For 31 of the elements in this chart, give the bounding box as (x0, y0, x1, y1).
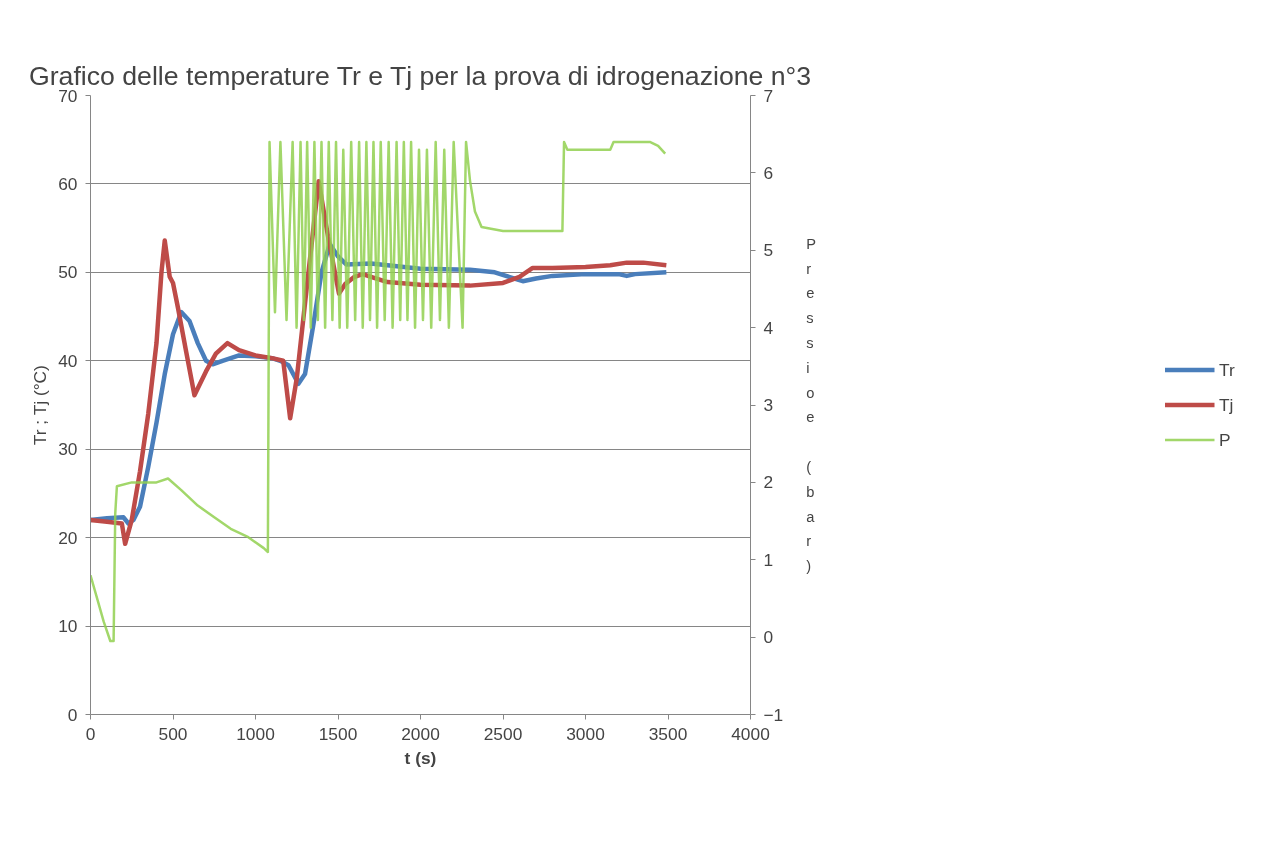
x-tick-label: 3000 (566, 723, 605, 744)
y2-tick-label: 0 (763, 627, 774, 648)
y2-tick-label: 3 (763, 395, 774, 415)
legend-label: P (1219, 429, 1232, 450)
x-tick-label: 4000 (731, 723, 770, 744)
y-tick-label: 40 (58, 350, 78, 371)
y-tick-label: 30 (58, 439, 78, 460)
x-tick-label: 0 (85, 723, 96, 744)
legend-label: Tr (1219, 359, 1236, 380)
y2-tick-label: 6 (763, 162, 774, 183)
y2-tick-label: 4 (763, 317, 774, 338)
x-axis-title: t (s) (404, 747, 437, 768)
x-tick-label: 500 (158, 723, 188, 744)
y-tick-label: 50 (58, 262, 78, 283)
legend-label: Tj (1219, 394, 1235, 415)
y-tick-label: 0 (67, 704, 78, 725)
x-tick-label: 2500 (483, 723, 523, 744)
y-axis-title: Tr ; Tj (°C) (30, 365, 51, 446)
x-tick-label: 2000 (401, 723, 440, 744)
y2-tick-label: 5 (763, 240, 774, 261)
y-tick-label: 60 (58, 173, 78, 194)
y2-tick-label: −1 (763, 704, 784, 725)
y2-tick-label: 1 (763, 549, 774, 570)
x-tick-label: 1000 (236, 723, 275, 744)
line-series (90, 140, 667, 643)
y2-tick-label: 2 (763, 472, 774, 493)
x-tick-label: 1500 (318, 723, 358, 744)
y-tick-label: 10 (58, 616, 78, 637)
y-tick-label: 20 (58, 527, 78, 548)
text: Pressioe (bar) (806, 235, 817, 575)
x-tick-label: 3500 (648, 723, 688, 744)
